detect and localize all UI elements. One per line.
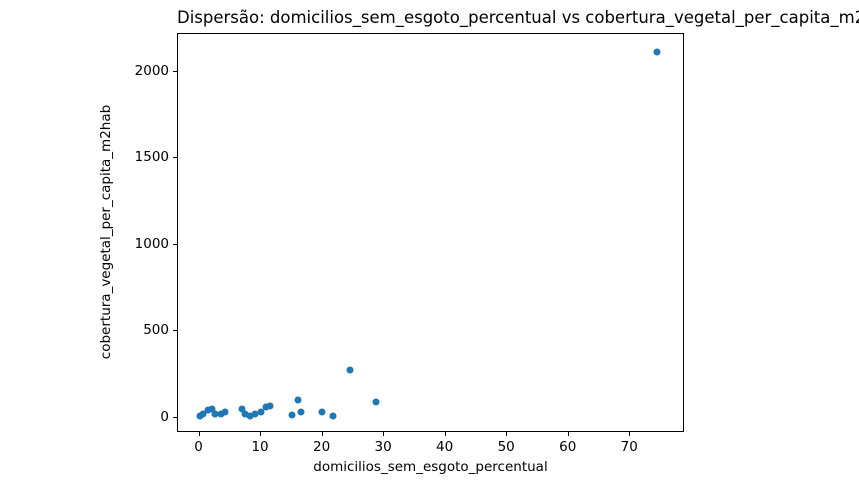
- data-point: [329, 412, 337, 420]
- data-point: [297, 408, 305, 416]
- x-tick-label: 20: [312, 439, 331, 455]
- data-point: [241, 410, 249, 418]
- y-tick-label: 1000: [134, 235, 169, 252]
- y-tick-mark: [173, 243, 177, 245]
- x-tick-mark: [444, 432, 446, 436]
- x-tick-mark: [260, 432, 262, 436]
- x-tick-label: 30: [374, 439, 392, 455]
- data-point: [266, 402, 274, 410]
- chart-title: Dispersão: domicilios_sem_esgoto_percent…: [177, 8, 859, 27]
- data-point: [221, 408, 229, 416]
- x-tick-mark: [321, 432, 323, 436]
- data-point: [318, 408, 326, 416]
- x-tick-mark: [198, 432, 200, 436]
- x-tick-mark: [629, 432, 631, 436]
- data-point: [653, 48, 661, 56]
- data-point: [257, 408, 265, 416]
- data-point: [208, 405, 216, 413]
- x-tick-label: 40: [436, 439, 454, 455]
- y-tick-mark: [173, 416, 177, 418]
- plot-area: [177, 33, 684, 432]
- x-tick-label: 0: [194, 439, 203, 455]
- data-point: [199, 410, 207, 418]
- data-point: [246, 412, 254, 420]
- data-point: [372, 398, 380, 406]
- y-tick-mark: [173, 157, 177, 159]
- y-tick-mark: [173, 70, 177, 72]
- x-tick-mark: [506, 432, 508, 436]
- data-point: [211, 410, 219, 418]
- y-tick-label: 2000: [134, 62, 169, 79]
- data-point: [346, 366, 354, 374]
- data-point: [288, 411, 296, 419]
- y-tick-mark: [173, 330, 177, 332]
- data-point: [251, 410, 259, 418]
- x-axis-label: domicilios_sem_esgoto_percentual: [313, 459, 548, 475]
- data-point: [262, 403, 270, 411]
- data-point: [217, 410, 225, 418]
- y-tick-label: 1500: [134, 149, 169, 166]
- data-point: [204, 406, 212, 414]
- x-tick-label: 70: [620, 439, 638, 455]
- x-tick-label: 10: [251, 439, 269, 455]
- x-tick-label: 60: [559, 439, 577, 455]
- data-point: [238, 405, 246, 413]
- y-tick-label: 0: [160, 408, 169, 425]
- x-tick-mark: [383, 432, 385, 436]
- data-point: [294, 396, 302, 404]
- y-tick-label: 500: [143, 322, 169, 339]
- y-axis-label: cobertura_vegetal_per_capita_m2hab: [98, 104, 114, 360]
- x-tick-mark: [567, 432, 569, 436]
- x-tick-label: 50: [497, 439, 515, 455]
